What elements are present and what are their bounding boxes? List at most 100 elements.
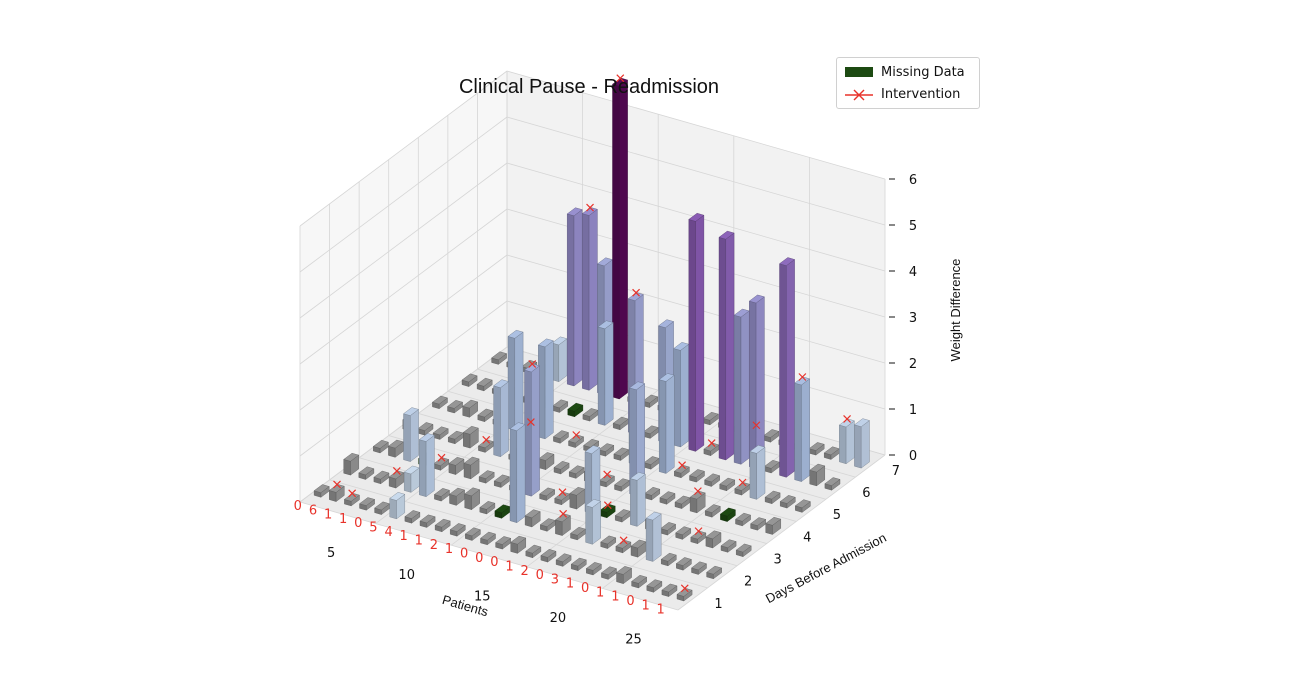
row-value-label: 0 [581, 581, 589, 596]
row-value-label: 0 [536, 568, 544, 583]
bar [629, 472, 646, 527]
z-tick-label: 4 [909, 265, 917, 280]
bar [631, 574, 648, 589]
row-value-label: 5 [369, 521, 377, 536]
bar [704, 504, 721, 518]
bar [418, 433, 435, 498]
row-value-label: 3 [551, 572, 559, 587]
bar [644, 486, 661, 501]
bar [629, 381, 646, 496]
bar [479, 501, 496, 515]
row-value-label: 1 [596, 585, 604, 600]
bar [434, 518, 451, 533]
intervention-marker [392, 466, 401, 475]
bar [823, 446, 840, 460]
bar [599, 503, 616, 519]
bar [449, 523, 466, 537]
bar [478, 470, 495, 484]
bar [538, 452, 555, 471]
y-tick-label: 3 [774, 553, 782, 568]
bar [491, 351, 508, 365]
bar [674, 495, 691, 509]
bar [448, 456, 465, 475]
z-tick-label: 2 [909, 357, 917, 372]
intervention-marker [348, 489, 357, 498]
missing-swatch-icon [845, 67, 873, 77]
bar [676, 587, 693, 602]
row-value-label: 1 [657, 603, 665, 618]
bar [372, 439, 389, 454]
intervention-marker [603, 501, 612, 510]
bar [568, 465, 585, 479]
row-value-label: 6 [309, 503, 317, 518]
row-value-label: 2 [430, 538, 438, 553]
bar [748, 294, 765, 469]
bar [704, 473, 721, 487]
bar [838, 418, 855, 465]
intervention-marker [798, 373, 807, 381]
row-value-label: 1 [611, 590, 619, 605]
bar [582, 408, 599, 422]
legend-item-intervention: Intervention [845, 84, 960, 104]
bar [569, 486, 586, 510]
z-gridline [299, 254, 508, 411]
x-gridline [677, 454, 886, 611]
bar [493, 474, 510, 488]
bar [343, 452, 360, 476]
bar [794, 376, 811, 482]
intervention-marker [333, 480, 341, 489]
bar [612, 77, 629, 400]
intervention-marker [559, 509, 568, 518]
bar [567, 402, 584, 418]
bar [585, 562, 602, 576]
bar [539, 487, 556, 501]
bar [464, 527, 481, 541]
x-tick-label: 10 [398, 568, 415, 583]
bar [447, 430, 464, 445]
bar [824, 477, 841, 491]
row-value-label: 2 [520, 564, 528, 579]
y-gridline [299, 501, 679, 611]
bar [749, 445, 766, 500]
row-value-label: 0 [475, 551, 483, 566]
bar [509, 422, 526, 524]
bar [555, 553, 572, 567]
legend-label-intervention: Intervention [881, 86, 961, 102]
intervention-marker [707, 439, 716, 448]
legend-item-missing: Missing Data [845, 62, 965, 82]
row-value-label: 0 [626, 594, 634, 609]
legend-label-missing: Missing Data [881, 64, 965, 80]
row-value-label: 1 [339, 512, 347, 527]
z-tick-label: 5 [909, 219, 917, 234]
legend: Missing Data Intervention [836, 57, 980, 109]
intervention-marker [616, 74, 625, 83]
bar [600, 535, 617, 549]
bar [403, 465, 420, 493]
bar [476, 377, 493, 392]
intervention-markers [333, 74, 852, 593]
z-tick-label: 6 [909, 173, 917, 188]
z-tick-label: 0 [909, 449, 917, 464]
bar [554, 513, 571, 536]
bar [706, 565, 723, 580]
bar [495, 536, 512, 550]
bar [568, 434, 585, 448]
z-gridline [299, 300, 508, 457]
bar [765, 516, 782, 535]
bar [673, 342, 690, 448]
z-gridline [299, 70, 508, 227]
bar [554, 491, 571, 506]
row-value-label: 1 [415, 534, 423, 549]
bar [477, 408, 494, 423]
bar [646, 579, 663, 593]
bar [419, 514, 436, 528]
bar [779, 257, 796, 478]
y-tick-label: 5 [833, 508, 841, 523]
bar [691, 561, 707, 575]
intervention-marker [738, 478, 747, 487]
z-gridline [506, 70, 886, 180]
x-tick-label: 15 [474, 589, 491, 604]
y-tick-label: 6 [862, 486, 870, 501]
row-value-label: 1 [566, 577, 574, 592]
